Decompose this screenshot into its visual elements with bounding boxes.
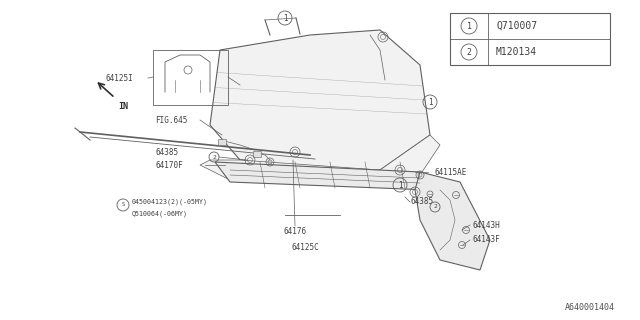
Text: 2: 2 <box>467 47 472 57</box>
Text: Q510064(-06MY): Q510064(-06MY) <box>132 211 188 217</box>
Text: A640001404: A640001404 <box>565 303 615 312</box>
Text: M120134: M120134 <box>496 47 537 57</box>
Text: 1: 1 <box>283 13 287 22</box>
Text: 1: 1 <box>467 21 472 30</box>
Text: 64170F: 64170F <box>155 161 183 170</box>
Text: 1: 1 <box>397 180 403 189</box>
Text: Q710007: Q710007 <box>496 21 537 31</box>
Text: 64385: 64385 <box>155 148 178 156</box>
Polygon shape <box>200 135 440 182</box>
Bar <box>153 50 228 105</box>
Bar <box>450 13 610 65</box>
Polygon shape <box>210 30 430 172</box>
Text: 1: 1 <box>428 98 432 107</box>
Text: 045004123(2)(-05MY): 045004123(2)(-05MY) <box>132 199 208 205</box>
Text: 2: 2 <box>212 155 216 159</box>
Text: IN: IN <box>118 102 128 111</box>
Text: S: S <box>122 203 125 207</box>
Polygon shape <box>415 172 490 270</box>
Text: 64385: 64385 <box>410 197 433 206</box>
Text: 64176: 64176 <box>284 228 307 236</box>
Bar <box>253 151 261 157</box>
Text: 64143H: 64143H <box>472 220 500 229</box>
Text: FIG.645: FIG.645 <box>155 116 188 124</box>
Text: 64125C: 64125C <box>291 244 319 252</box>
Text: 2: 2 <box>433 204 437 210</box>
Bar <box>218 139 226 145</box>
Polygon shape <box>215 162 430 190</box>
Text: 64125I: 64125I <box>105 74 132 83</box>
Text: 64115AE: 64115AE <box>434 167 467 177</box>
Text: 64143F: 64143F <box>472 236 500 244</box>
